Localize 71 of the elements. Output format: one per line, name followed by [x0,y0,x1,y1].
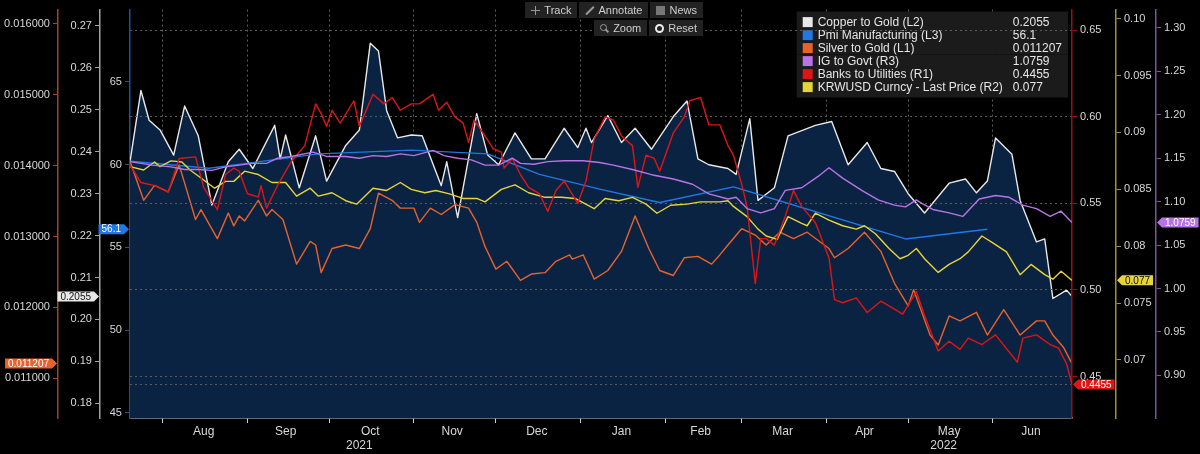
x-tick-label: Jan [611,423,632,438]
x-tick-label: Sep [274,423,297,438]
y2-tick-label: 0.085 [1124,182,1152,195]
y3-tick-label: 0.011000 [4,371,50,384]
y2-tick-label: 0.27 [70,18,92,31]
y2-tick-label: 0.07 [1124,353,1146,366]
annotation: Reset [668,22,697,34]
annotation: 56.1 [1012,27,1037,42]
y3-tick-label: 0.012000 [4,300,50,313]
y2-tick-label: 0.22 [70,228,92,241]
y-tick-label: 56.1 [101,223,122,235]
annotation: Track [544,4,572,16]
y3-tick-label: 0.013000 [4,229,50,242]
y2-tick-label: 0.09 [1124,125,1146,138]
y-tick-label: 0.50 [1080,282,1102,295]
y2-tick-label: 0.075 [1124,296,1152,309]
y3-tick-label: 1.15 [1164,151,1186,164]
annotation: 0.4455 [1012,66,1050,81]
y3-tick-label: 1.0759 [1165,216,1197,228]
y3-tick-label: 1.05 [1164,238,1186,251]
y2-tick-label: 0.08 [1124,239,1146,252]
x-tick-label: Apr [855,423,874,438]
y3-tick-label: 0.011207 [8,357,50,369]
y2-tick-label: 0.2055 [60,290,92,302]
y2-tick-label: 0.10 [1124,11,1146,24]
x-tick-label: Mar [772,423,793,438]
legend-label: Copper to Gold (L2) [817,14,924,29]
y-tick-label: 55 [109,240,122,253]
x-tick-label: May [937,423,961,438]
annotation: 0.2055 [1012,14,1050,29]
annotation: 0.077 [1012,79,1044,94]
y3-tick-label: 1.25 [1164,64,1186,77]
y-tick-label: 45 [109,405,122,418]
y2-tick-label: 0.19 [70,354,92,367]
y-tick-label: 0.55 [1080,196,1102,209]
y3-tick-label: 0.95 [1164,325,1186,338]
x2-tick-label: 2022 [930,437,958,452]
y-tick-label: 60 [109,157,122,170]
y3-tick-label: 0.014000 [4,158,50,171]
y-tick-label: 50 [109,323,122,336]
x-tick-label: Dec [526,423,548,438]
annotation: Zoom [613,22,642,34]
y2-tick-label: 0.18 [70,396,92,409]
y3-tick-label: 1.10 [1164,194,1186,207]
x-tick-label: Oct [360,423,381,438]
annotation: Annotate [598,4,643,16]
x-tick-label: Jun [1021,423,1041,438]
annotation: News [669,4,697,16]
y3-tick-label: 1.30 [1164,20,1186,33]
y2-tick-label: 0.26 [70,60,92,73]
y2-tick-label: 0.095 [1124,68,1152,81]
y2-tick-label: 0.21 [70,270,92,283]
y3-tick-label: 1.00 [1164,281,1186,294]
y2-tick-label: 0.20 [70,312,92,325]
y2-tick-label: 0.077 [1125,274,1151,286]
y2-tick-label: 0.25 [70,102,92,115]
x-tick-label: Aug [193,423,215,438]
y-tick-label: 0.65 [1080,23,1102,36]
x-tick-label: Nov [441,423,463,438]
x2-tick-label: 2021 [346,437,374,452]
y2-tick-label: 0.23 [70,186,92,199]
y-tick-label: 0.60 [1080,109,1102,122]
y3-tick-label: 0.015000 [4,87,50,100]
y-tick-label: 65 [109,74,122,87]
y3-tick-label: 1.20 [1164,107,1186,120]
y3-tick-label: 0.90 [1164,368,1186,381]
annotation: 0.011207 [1012,40,1063,55]
y2-tick-label: 0.24 [70,144,92,157]
x-tick-label: Feb [690,423,712,438]
annotation: 1.0759 [1012,53,1050,68]
y3-tick-label: 0.016000 [4,16,50,29]
